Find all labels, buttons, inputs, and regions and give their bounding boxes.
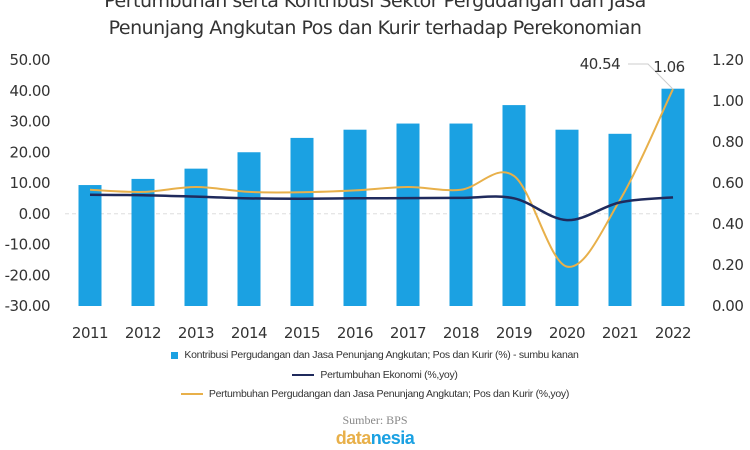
annotation-leader <box>628 63 674 90</box>
legend-label: Pertumbuhan Ekonomi (%,yoy) <box>320 369 458 381</box>
left-axis-tick: 30.00 <box>10 113 50 131</box>
legend-label: Kontribusi Pergudangan dan Jasa Penunjan… <box>184 349 579 361</box>
left-axis-tick: 10.00 <box>10 174 50 192</box>
bar-2012 <box>131 178 155 306</box>
bar-2013 <box>184 168 208 306</box>
line-series-2 <box>89 88 674 268</box>
x-axis-tick: 2020 <box>549 324 585 340</box>
datanesia-logo: datanesia <box>0 428 750 449</box>
x-axis-tick: 2021 <box>602 324 638 340</box>
right-axis-tick: 0.40 <box>712 215 743 233</box>
x-axis-tick: 2019 <box>496 324 532 340</box>
logo-part2: nesia <box>370 428 415 448</box>
right-axis-tick: 0.20 <box>712 256 743 274</box>
left-axis-tick: 50.00 <box>10 51 50 69</box>
logo-part1: data <box>335 428 372 448</box>
chart-title-line2: Penunjang Angkutan Pos dan Kurir terhada… <box>108 17 642 39</box>
x-axis-tick: 2018 <box>443 324 479 340</box>
bar-2019 <box>502 105 526 306</box>
chart: 50.00 40.00 30.00 20.00 10.00 0.00 -10.00 -20.0… <box>5 51 744 340</box>
chart-title-line1: Pertumbuhan serta Kontribusi Sektor Perg… <box>104 0 646 12</box>
x-axis-tick: 2017 <box>390 324 426 340</box>
right-axis-tick: 1.00 <box>712 92 743 110</box>
left-axis-tick: 20.00 <box>10 143 50 161</box>
bar-2016 <box>343 129 367 306</box>
legend-item-line1: Pertumbuhan Ekonomi (%,yoy) <box>0 369 750 381</box>
bar-2021 <box>608 133 632 306</box>
x-axis-tick: 2012 <box>125 324 161 340</box>
line-series-1 <box>89 193 674 222</box>
x-axis-tick: 2011 <box>72 324 108 340</box>
bar-2011 <box>78 185 102 306</box>
legend-swatch-line2 <box>180 393 203 396</box>
x-axis-tick: 2016 <box>337 324 373 340</box>
right-axis-tick: 0.00 <box>712 297 743 315</box>
source-note: Sumber: BPS <box>342 413 408 427</box>
legend-item-bar: Kontribusi Pergudangan dan Jasa Penunjan… <box>0 349 750 361</box>
legend-label: Pertumbuhan Pergudangan dan Jasa Penunja… <box>208 388 570 400</box>
left-axis-tick: 40.00 <box>10 82 50 100</box>
left-axis-tick: -20.00 <box>5 266 50 284</box>
bar-2018 <box>449 123 473 306</box>
right-axis-tick: 0.80 <box>712 133 743 151</box>
x-axis-tick: 2022 <box>655 324 691 340</box>
left-axis-tick: -30.00 <box>5 297 50 315</box>
left-axis-tick: -10.00 <box>5 236 50 254</box>
right-axis-tick: 0.60 <box>712 174 743 192</box>
left-axis-tick: 0.00 <box>19 205 50 223</box>
x-axis-tick: 2013 <box>178 324 214 340</box>
legend-swatch-bar <box>171 351 179 359</box>
legend-swatch-line1 <box>292 374 315 377</box>
bar-2017 <box>396 123 420 306</box>
bar-2014 <box>237 152 261 306</box>
annotation-40-54: 40.54 <box>580 55 620 73</box>
legend-item-line2: Pertumbuhan Pergudangan dan Jasa Penunja… <box>0 388 750 400</box>
right-axis-tick: 1.20 <box>712 51 743 69</box>
annotation-1-06: 1.06 <box>653 58 684 76</box>
x-axis-tick: 2015 <box>284 324 320 340</box>
bar-2015 <box>290 137 314 306</box>
x-axis-tick: 2014 <box>231 324 267 340</box>
